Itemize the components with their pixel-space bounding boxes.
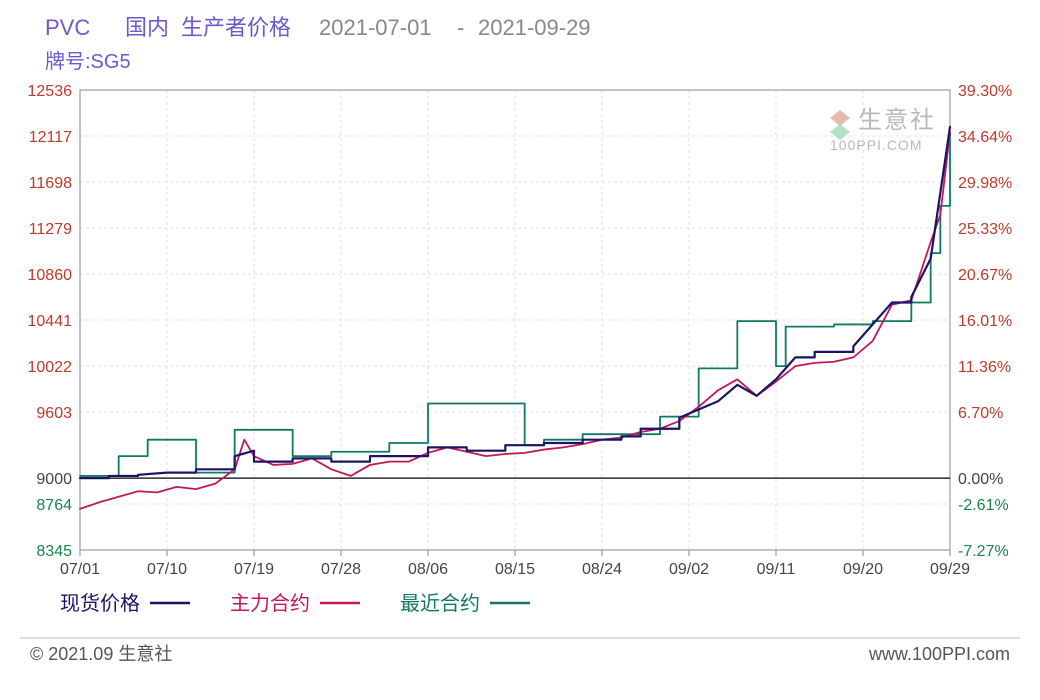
legend-label: 现货价格 bbox=[60, 592, 140, 615]
chart-date-part: 2021-07-01 bbox=[319, 15, 432, 40]
x-tick: 08/15 bbox=[495, 561, 535, 578]
svg-text:生意社: 生意社 bbox=[858, 107, 936, 134]
legend-label: 主力合约 bbox=[230, 592, 310, 615]
y-right-tick: 25.33% bbox=[958, 221, 1012, 238]
y-left-tick: 11698 bbox=[29, 175, 72, 192]
chart-date-part: 2021-09-29 bbox=[478, 15, 591, 40]
y-left-tick: 8345 bbox=[36, 543, 72, 560]
watermark: 生意社 100PPI.COM bbox=[830, 107, 936, 153]
x-tick: 07/19 bbox=[234, 561, 274, 578]
x-tick: 08/06 bbox=[408, 561, 448, 578]
y-right-tick: -2.61% bbox=[958, 497, 1009, 514]
footer-url: www.100PPI.com bbox=[868, 644, 1010, 664]
y-left-tick: 12536 bbox=[28, 83, 73, 100]
y-right-tick: 20.67% bbox=[958, 267, 1012, 284]
x-tick: 09/20 bbox=[843, 561, 883, 578]
chart-title-part: 生产者价格 bbox=[181, 15, 291, 40]
y-left-tick: 9603 bbox=[36, 405, 72, 422]
legend-label: 最近合约 bbox=[400, 592, 480, 615]
x-tick: 07/10 bbox=[147, 561, 187, 578]
y-left-tick: 9000 bbox=[36, 471, 72, 488]
y-right-tick: -7.27% bbox=[958, 543, 1009, 560]
y-left-tick: 8764 bbox=[36, 497, 72, 514]
chart-title-part: 国内 bbox=[125, 15, 169, 40]
x-tick: 08/24 bbox=[582, 561, 622, 578]
x-tick: 09/02 bbox=[669, 561, 709, 578]
chart-title-part: PVC bbox=[45, 15, 90, 40]
x-tick: 09/11 bbox=[757, 561, 796, 578]
y-right-tick: 34.64% bbox=[958, 129, 1012, 146]
y-left-tick: 11279 bbox=[29, 221, 72, 238]
svg-text:100PPI.COM: 100PPI.COM bbox=[830, 137, 922, 153]
y-right-tick: 39.30% bbox=[958, 83, 1012, 100]
y-left-tick: 10022 bbox=[28, 359, 73, 376]
x-tick: 07/01 bbox=[60, 561, 100, 578]
x-tick: 07/28 bbox=[321, 561, 361, 578]
y-left-tick: 12117 bbox=[29, 129, 72, 146]
series-line bbox=[80, 132, 950, 476]
chart-date-part: - bbox=[457, 15, 464, 40]
y-right-tick: 6.70% bbox=[958, 405, 1003, 422]
y-right-tick: 11.36% bbox=[958, 359, 1011, 376]
y-right-tick: 16.01% bbox=[958, 313, 1012, 330]
y-left-tick: 10860 bbox=[28, 267, 73, 284]
y-right-tick: 29.98% bbox=[958, 175, 1012, 192]
y-right-tick: 0.00% bbox=[958, 471, 1003, 488]
y-left-tick: 10441 bbox=[28, 313, 73, 330]
footer-copyright: © 2021.09 生意社 bbox=[30, 644, 172, 664]
chart-subtitle: 牌号:SG5 bbox=[45, 50, 131, 73]
price-chart: PVC 国内生产者价格 2021-07-01-2021-09-29 牌号:SG5 125… bbox=[0, 0, 1040, 700]
x-tick: 09/29 bbox=[930, 561, 970, 578]
